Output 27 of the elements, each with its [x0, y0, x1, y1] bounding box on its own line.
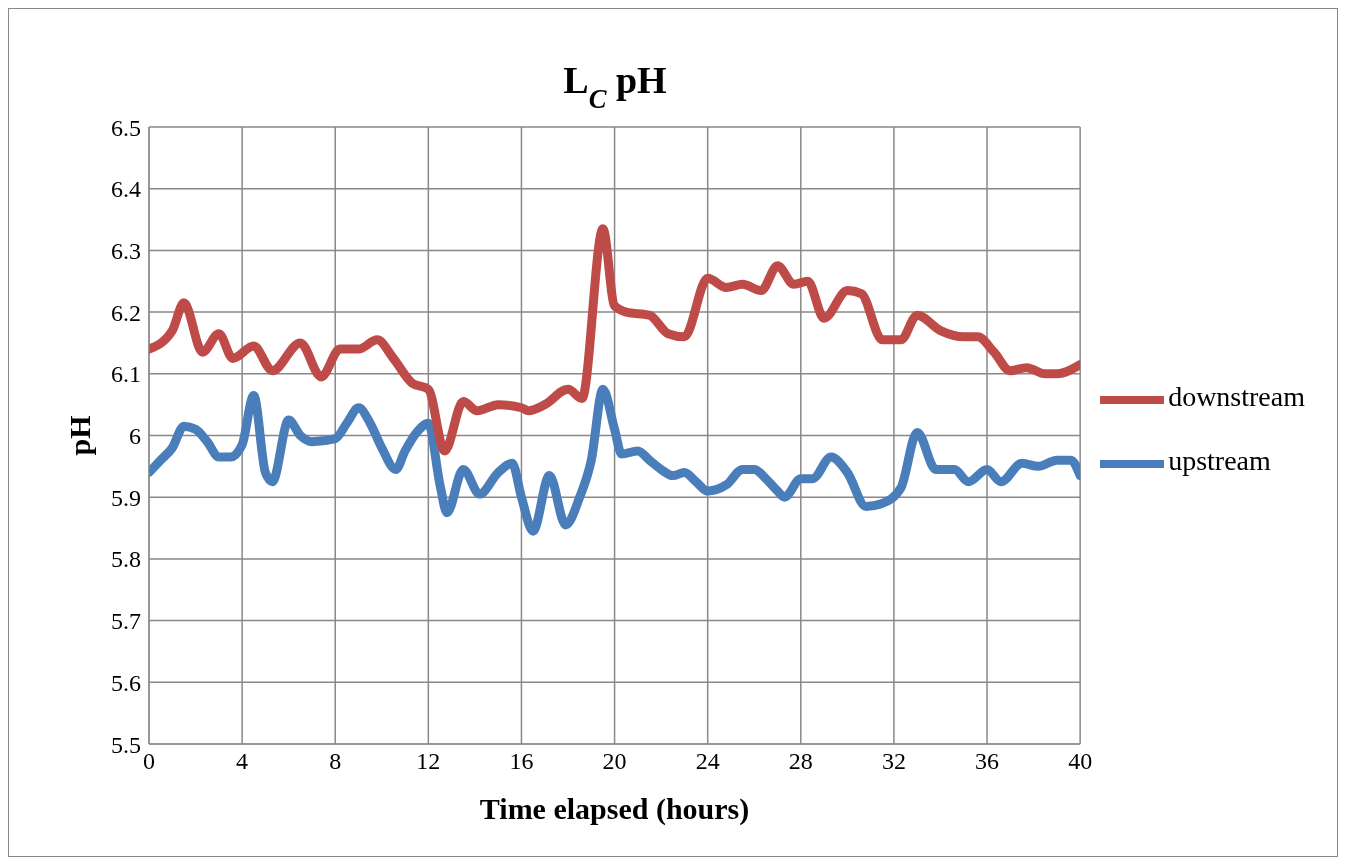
legend-label: upstream	[1168, 444, 1271, 476]
y-tick-label: 5.8	[111, 546, 141, 573]
y-tick-label: 6.3	[111, 237, 141, 264]
y-tick-label: 5.9	[111, 484, 141, 511]
x-axis-title: Time elapsed (hours)	[479, 792, 750, 826]
x-tick-label: 12	[416, 748, 441, 775]
x-tick-label: 24	[695, 748, 720, 775]
y-tick-label: 6.2	[111, 299, 141, 326]
y-axis-title: pH	[62, 415, 96, 456]
x-tick-label: 36	[975, 748, 1000, 775]
x-tick-label: 32	[881, 748, 906, 775]
x-tick-label: 40	[1068, 748, 1093, 775]
y-tick-label: 6.1	[111, 361, 141, 388]
x-tick-label: 4	[236, 748, 249, 775]
y-tick-label: 6.5	[111, 114, 141, 141]
x-tick-label: 16	[509, 748, 534, 775]
x-tick-label: 28	[788, 748, 813, 775]
legend-label: downstream	[1168, 380, 1305, 412]
x-tick-label: 0	[143, 748, 155, 775]
y-tick-label: 5.5	[111, 731, 141, 758]
y-tick-label: 5.7	[111, 608, 141, 635]
y-tick-label: 6.4	[111, 176, 141, 203]
y-tick-label: 5.6	[111, 669, 141, 696]
x-tick-label: 8	[329, 748, 342, 775]
chart-title: L$_{C}$ pH	[563, 59, 667, 114]
x-tick-label: 20	[602, 748, 627, 775]
y-tick-label: 6	[129, 423, 141, 450]
